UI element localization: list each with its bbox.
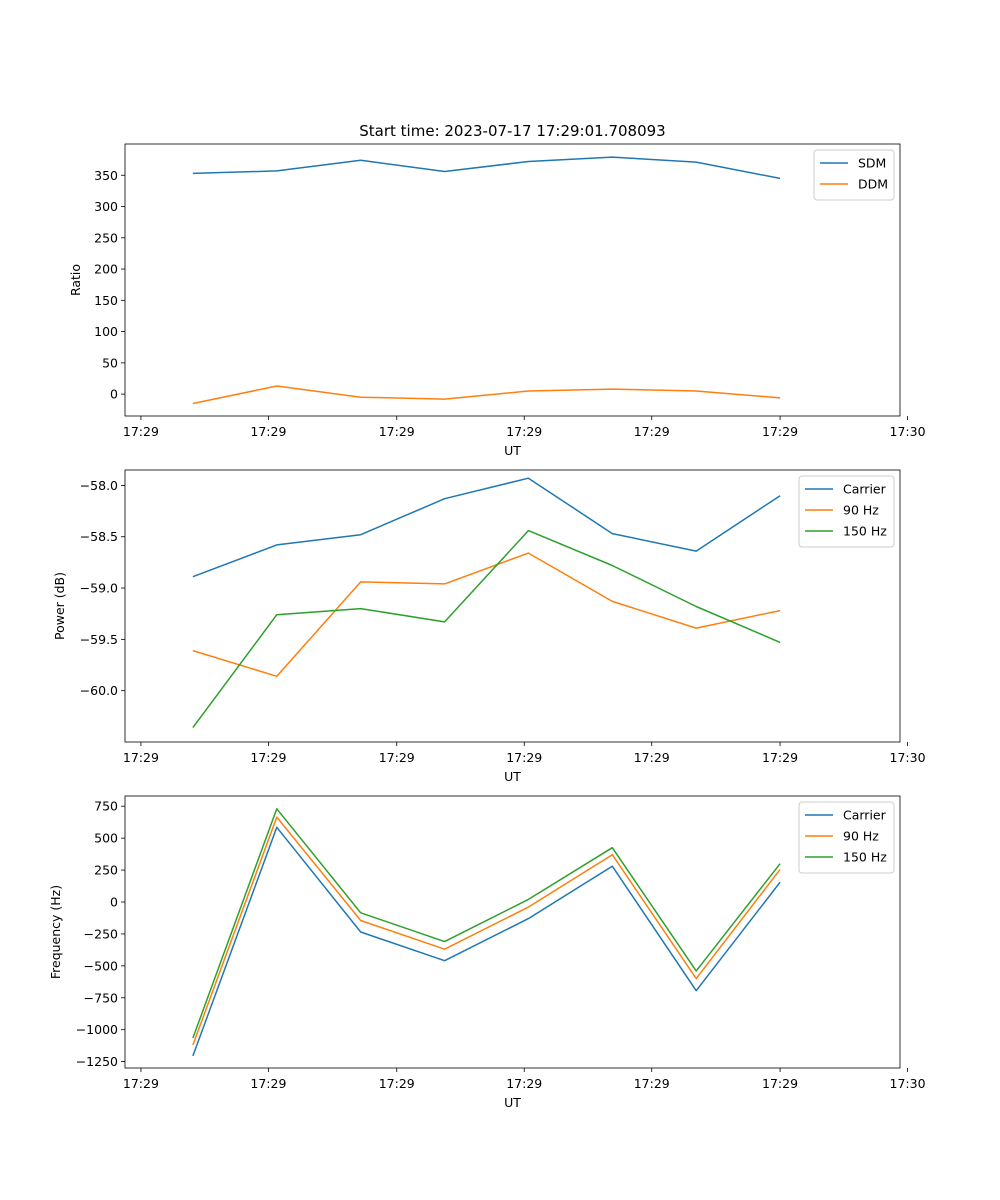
- legend-box: [798, 475, 895, 548]
- y-tick-label: 50: [102, 355, 118, 370]
- y-tick-label: −58.5: [80, 529, 118, 544]
- chart-title: Start time: 2023-07-17 17:29:01.708093: [359, 122, 665, 140]
- axes-frame: [124, 469, 901, 743]
- panel-power: 17:29 17:29 17:29 17:29 17:29 17:29 17:30 −60.0…: [52, 469, 926, 784]
- y-tick-label: −750: [84, 990, 118, 1005]
- y-tick-label: 750: [94, 799, 118, 814]
- x-tick-label: 17:29: [506, 424, 542, 439]
- x-axis-label: UT: [504, 769, 521, 784]
- x-tick-label: 17:29: [123, 424, 159, 439]
- y-tick-label: 350: [94, 168, 118, 183]
- legend-label: 150 Hz: [843, 850, 887, 865]
- x-axis-label: UT: [504, 443, 521, 458]
- y-tick-label: −59.5: [80, 632, 118, 647]
- x-tick-label: 17:29: [123, 750, 159, 765]
- y-tick-label: 250: [94, 230, 118, 245]
- y-tick-label: 100: [94, 324, 118, 339]
- legend: SDM DDM: [813, 149, 895, 201]
- y-tick-label: 150: [94, 293, 118, 308]
- legend-label: Carrier: [843, 808, 887, 823]
- y-tick-label: −500: [84, 958, 118, 973]
- legend-label: DDM: [858, 177, 888, 192]
- y-tick-label: 0: [110, 894, 118, 909]
- x-tick-label: 17:29: [250, 1076, 286, 1091]
- y-tick-label: −59.0: [80, 581, 118, 596]
- y-tick-label: 200: [94, 262, 118, 277]
- x-tick-label: 17:29: [250, 750, 286, 765]
- series-line-150-hz: [192, 808, 781, 1039]
- series-line-150-hz: [192, 529, 781, 729]
- x-tick-label: 17:29: [379, 1076, 415, 1091]
- legend-box: [798, 801, 895, 874]
- axes-frame: [124, 143, 901, 417]
- legend-label: 90 Hz: [843, 503, 879, 518]
- x-tick-label: 17:29: [634, 1076, 670, 1091]
- y-tick-label: 250: [94, 863, 118, 878]
- y-tick-label: −1000: [76, 1022, 118, 1037]
- x-tick-label: 17:30: [890, 424, 926, 439]
- series-line-sdm: [192, 156, 781, 180]
- series-line-ddm: [192, 385, 781, 405]
- legend-label: SDM: [858, 156, 886, 171]
- x-tick-label: 17:29: [250, 424, 286, 439]
- y-tick-label: 0: [110, 387, 118, 402]
- x-tick-label: 17:29: [762, 750, 798, 765]
- x-tick-label: 17:29: [379, 750, 415, 765]
- series-line-carrier: [192, 477, 781, 578]
- y-tick-label: −1250: [76, 1054, 118, 1069]
- x-axis-label: UT: [504, 1095, 521, 1110]
- x-tick-label: 17:30: [890, 750, 926, 765]
- y-tick-label: −60.0: [80, 683, 118, 698]
- x-tick-label: 17:29: [506, 750, 542, 765]
- x-tick-label: 17:29: [123, 1076, 159, 1091]
- axes-frame: [124, 795, 901, 1069]
- legend: Carrier 90 Hz 150 Hz: [798, 801, 895, 874]
- panel-frequency: 17:29 17:29 17:29 17:29 17:29 17:29 17:30 −1250…: [48, 795, 926, 1110]
- series-line-90-hz: [192, 552, 781, 678]
- x-tick-label: 17:29: [634, 750, 670, 765]
- y-tick-label: 500: [94, 831, 118, 846]
- x-tick-label: 17:29: [762, 424, 798, 439]
- x-tick-label: 17:29: [379, 424, 415, 439]
- y-axis-label: Frequency (Hz): [48, 885, 63, 979]
- y-tick-label: −250: [84, 926, 118, 941]
- series-line-carrier: [192, 826, 781, 1057]
- y-axis-label: Ratio: [68, 264, 83, 296]
- legend: Carrier 90 Hz 150 Hz: [798, 475, 895, 548]
- legend-label: 150 Hz: [843, 524, 887, 539]
- y-tick-label: 300: [94, 199, 118, 214]
- x-tick-label: 17:29: [634, 424, 670, 439]
- y-axis-label: Power (dB): [52, 572, 67, 640]
- y-tick-label: −58.0: [80, 478, 118, 493]
- panel-ratio: Start time: 2023-07-17 17:29:01.708093 17…: [68, 122, 926, 458]
- series-line-90-hz: [192, 816, 781, 1046]
- x-tick-label: 17:29: [762, 1076, 798, 1091]
- legend-label: 90 Hz: [843, 829, 879, 844]
- legend-label: Carrier: [843, 482, 887, 497]
- x-tick-label: 17:29: [506, 1076, 542, 1091]
- x-tick-label: 17:30: [890, 1076, 926, 1091]
